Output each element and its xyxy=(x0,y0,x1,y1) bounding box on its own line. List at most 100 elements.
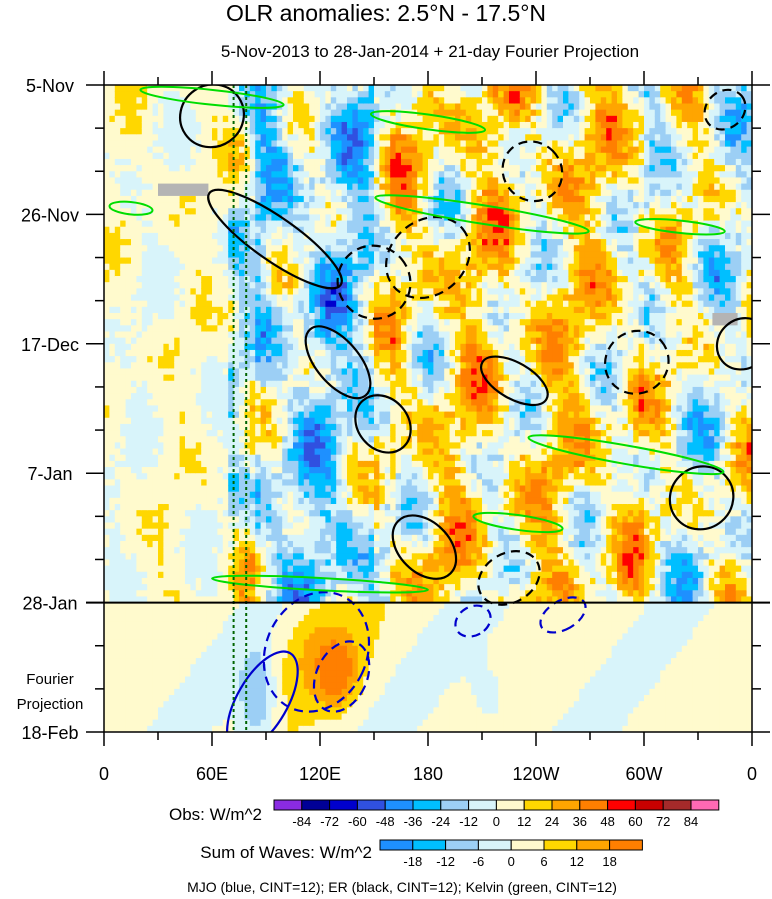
heatmap-cell xyxy=(206,423,213,431)
heatmap-cell xyxy=(201,645,208,653)
heatmap-cell xyxy=(303,442,310,450)
heatmap-cell xyxy=(222,602,229,610)
heatmap-cell xyxy=(174,245,181,252)
heatmap-cell xyxy=(174,362,181,370)
heatmap-cell xyxy=(293,491,299,499)
heatmap-cell xyxy=(255,454,262,462)
heatmap-cell xyxy=(341,349,348,357)
heatmap-cell xyxy=(330,195,337,203)
heatmap-cell xyxy=(239,171,245,179)
heatmap-cell xyxy=(147,158,154,166)
heatmap-cell xyxy=(271,349,278,357)
heatmap-cell xyxy=(330,639,337,647)
heatmap-cell xyxy=(163,522,170,530)
heatmap-cell xyxy=(222,312,229,320)
heatmap-cell xyxy=(325,195,332,203)
heatmap-cell xyxy=(195,294,202,302)
heatmap-cell xyxy=(239,540,245,548)
heatmap-cell xyxy=(147,319,154,326)
heatmap-cell xyxy=(201,115,208,123)
heatmap-cell xyxy=(136,171,143,179)
heatmap-cell xyxy=(239,658,245,665)
heatmap-cell xyxy=(158,300,164,308)
heatmap-cell xyxy=(141,91,148,98)
heatmap-cell xyxy=(266,121,272,129)
heatmap-cell xyxy=(249,331,256,339)
heatmap-cell xyxy=(293,232,299,240)
heatmap-cell xyxy=(152,405,159,413)
heatmap-cell xyxy=(104,399,110,407)
heatmap-cell xyxy=(244,325,251,333)
heatmap-cell xyxy=(233,134,240,142)
heatmap-cell xyxy=(341,220,348,228)
heatmap-cell xyxy=(136,269,143,277)
heatmap-cell xyxy=(271,269,278,277)
heatmap-cell xyxy=(276,701,283,708)
heatmap-cell xyxy=(195,596,202,604)
heatmap-cell xyxy=(352,491,359,499)
heatmap-cell xyxy=(217,584,224,591)
heatmap-cell xyxy=(276,343,283,351)
heatmap-cell xyxy=(125,522,132,530)
heatmap-cell xyxy=(271,251,278,259)
heatmap-cell xyxy=(309,343,316,351)
heatmap-cell xyxy=(190,651,197,659)
heatmap-cell xyxy=(141,460,148,468)
heatmap-cell xyxy=(336,516,343,524)
heatmap-cell xyxy=(244,559,251,567)
heatmap-cell xyxy=(147,165,154,172)
heatmap-cell xyxy=(347,553,353,561)
heatmap-cell xyxy=(325,713,332,721)
heatmap-cell xyxy=(114,442,121,450)
heatmap-cell xyxy=(239,701,245,708)
heatmap-cell xyxy=(249,510,256,517)
heatmap-cell xyxy=(347,522,353,530)
heatmap-cell xyxy=(163,349,170,357)
heatmap-cell xyxy=(152,140,159,148)
heatmap-cell xyxy=(314,183,321,191)
heatmap-cell xyxy=(109,454,116,462)
heatmap-cell xyxy=(185,208,191,215)
heatmap-cell xyxy=(276,85,283,92)
heatmap-cell xyxy=(147,103,154,111)
heatmap-cell xyxy=(309,362,316,370)
heatmap-cell xyxy=(222,423,229,431)
heatmap-cell xyxy=(168,226,175,234)
heatmap-cell xyxy=(244,208,251,215)
heatmap-cell xyxy=(125,134,132,142)
heatmap-cell xyxy=(136,608,143,616)
heatmap-cell xyxy=(195,282,202,289)
heatmap-cell xyxy=(352,245,359,252)
heatmap-cell xyxy=(168,171,175,179)
heatmap-cell xyxy=(271,633,278,641)
heatmap-cell xyxy=(104,516,110,524)
heatmap-cell xyxy=(201,430,208,437)
heatmap-cell xyxy=(141,269,148,277)
heatmap-cell xyxy=(282,356,289,363)
heatmap-cell xyxy=(352,368,359,376)
heatmap-cell xyxy=(222,430,229,437)
heatmap-cell xyxy=(147,343,154,351)
heatmap-cell xyxy=(152,596,159,604)
heatmap-cell xyxy=(190,485,197,493)
heatmap-cell xyxy=(287,276,294,283)
heatmap-cell xyxy=(347,417,353,425)
heatmap-cell xyxy=(168,331,175,339)
heatmap-cell xyxy=(206,152,213,160)
heatmap-cell xyxy=(212,337,218,345)
heatmap-cell xyxy=(293,411,299,419)
heatmap-cell xyxy=(190,349,197,357)
heatmap-cell xyxy=(131,577,137,585)
heatmap-cell xyxy=(239,343,245,351)
heatmap-cell xyxy=(244,294,251,302)
heatmap-cell xyxy=(298,263,305,271)
heatmap-cell xyxy=(303,177,310,185)
heatmap-cell xyxy=(228,479,235,487)
heatmap-cell xyxy=(330,85,337,92)
heatmap-cell xyxy=(341,473,348,480)
heatmap-cell xyxy=(152,688,159,696)
heatmap-cell xyxy=(228,300,235,308)
heatmap-cell xyxy=(271,405,278,413)
heatmap-cell xyxy=(314,454,321,462)
heatmap-cell xyxy=(293,134,299,142)
